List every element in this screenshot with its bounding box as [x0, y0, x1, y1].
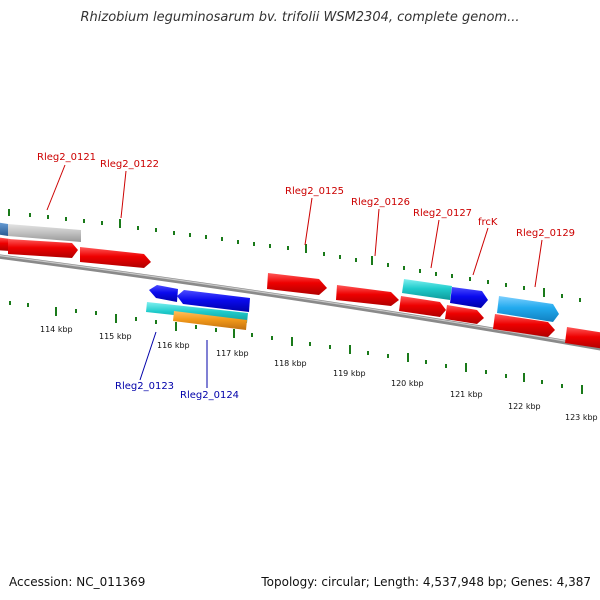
gene-label-rleg2-0129[interactable]: Rleg2_0129 [516, 228, 575, 239]
label-leaders [46, 164, 543, 388]
gene-feature[interactable] [267, 273, 327, 295]
scale-label: 116 kbp [157, 341, 190, 350]
scale-label: 119 kbp [333, 369, 366, 378]
gene-feature[interactable] [173, 311, 247, 330]
gene-feature[interactable] [336, 285, 399, 306]
outer-tick-track [8, 209, 581, 302]
scale-label: 122 kbp [508, 402, 541, 411]
gene-feature[interactable] [497, 296, 559, 322]
gene-label-frck[interactable]: frcK [478, 217, 498, 228]
gene-feature[interactable] [0, 222, 8, 236]
scale-label: 123 kbp [565, 413, 598, 422]
scale-label: 114 kbp [40, 325, 73, 334]
accession-text: Accession: NC_011369 [9, 575, 146, 589]
gene-label-rleg2-0127[interactable]: Rleg2_0127 [413, 208, 472, 219]
gene-feature[interactable] [149, 285, 178, 302]
gene-feature[interactable] [8, 239, 78, 258]
gene-feature[interactable] [80, 247, 151, 268]
gene-feature[interactable] [402, 279, 452, 300]
gene-label-rleg2-0125[interactable]: Rleg2_0125 [285, 186, 344, 197]
genome-backbone [0, 254, 600, 351]
gene-feature[interactable] [565, 327, 600, 349]
genome-summary-text: Topology: circular; Length: 4,537,948 bp… [261, 575, 591, 589]
gene-label-rleg2-0124[interactable]: Rleg2_0124 [180, 390, 239, 401]
gene-feature[interactable] [8, 224, 81, 242]
gene-feature[interactable] [445, 305, 484, 324]
gene-feature[interactable] [177, 290, 250, 312]
gene-label-rleg2-0122[interactable]: Rleg2_0122 [100, 159, 159, 170]
genome-title: Rhizobium leguminosarum bv. trifolii WSM… [80, 10, 520, 25]
inner-tick-track [9, 301, 583, 394]
gene-label-rleg2-0121[interactable]: Rleg2_0121 [37, 152, 96, 163]
gene-feature[interactable] [399, 296, 446, 317]
gene-feature[interactable] [450, 287, 488, 308]
scale-label: 118 kbp [274, 359, 307, 368]
gene-feature[interactable] [493, 314, 555, 337]
gene-label-rleg2-0123[interactable]: Rleg2_0123 [115, 381, 174, 392]
scale-label: 121 kbp [450, 390, 483, 399]
scale-label: 117 kbp [216, 349, 249, 358]
scale-label: 120 kbp [391, 379, 424, 388]
gene-label-rleg2-0126[interactable]: Rleg2_0126 [351, 197, 410, 208]
scale-label: 115 kbp [99, 332, 132, 341]
